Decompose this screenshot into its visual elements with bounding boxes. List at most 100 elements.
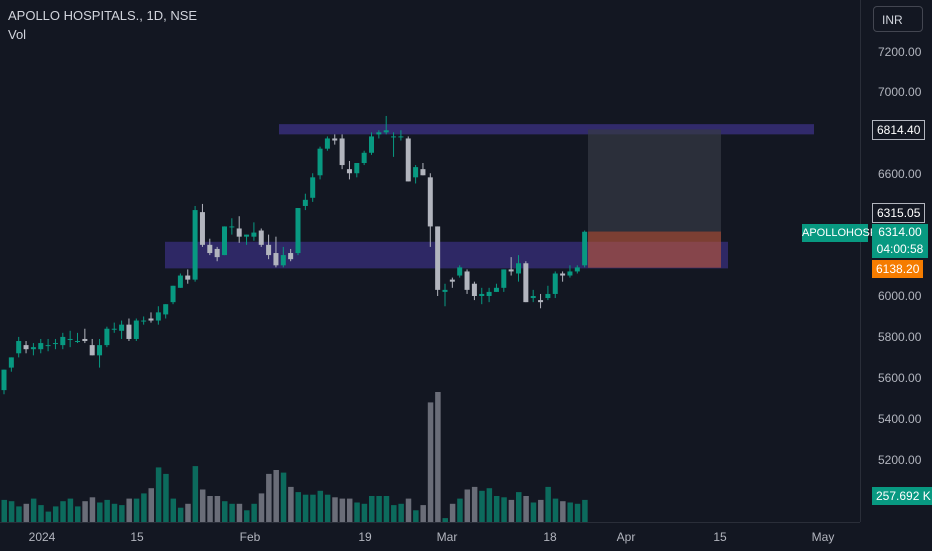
candle-body (170, 285, 176, 303)
volume-bar (545, 486, 551, 522)
volume-bar (508, 499, 515, 522)
candle-body (383, 130, 389, 133)
price-tick: 7000.00 (878, 85, 922, 99)
volume-bar (442, 518, 448, 522)
volume-bar (560, 501, 566, 522)
candle-body (376, 132, 382, 135)
candle-body (310, 177, 316, 198)
time-axis[interactable] (0, 522, 860, 551)
price-tick: 5800.00 (878, 330, 922, 344)
candle-body (493, 287, 499, 292)
volume-bar (523, 496, 529, 522)
stop-zone (588, 231, 721, 268)
price-tick: 5200.00 (878, 453, 922, 467)
price-chart[interactable] (0, 0, 860, 522)
candle-body (530, 296, 536, 299)
candle-body (163, 304, 169, 315)
volume-bar (199, 489, 206, 522)
volume-bar (530, 502, 537, 522)
candle-body (435, 226, 441, 290)
symbol-price-tag[interactable]: APOLLOHOSP (802, 224, 877, 242)
volume-bar (317, 490, 324, 522)
volume-bar (574, 503, 581, 522)
candle-body (214, 248, 220, 258)
candle-body (266, 244, 272, 256)
volume-bar (449, 503, 456, 522)
volume-bar (471, 486, 478, 522)
candle-body (104, 328, 110, 346)
candle-body (288, 253, 294, 260)
price-tick: 5600.00 (878, 371, 922, 385)
last-price: 6314.00 (878, 225, 922, 239)
volume-bar (501, 497, 507, 522)
entry-price-tag: 6315.05 (872, 203, 926, 223)
price-axis[interactable] (860, 0, 932, 522)
volume-bar (464, 489, 471, 522)
volume-bar (332, 497, 338, 522)
volume-bar (346, 498, 353, 522)
candle-body (111, 328, 117, 330)
candle-body (45, 345, 51, 347)
volume-bar (104, 499, 110, 522)
candle-body (207, 244, 213, 254)
candle-body (273, 253, 279, 266)
candle-body (464, 271, 470, 290)
chart-area[interactable]: APOLLO HOSPITALS., 1D, NSE Vol (0, 0, 860, 522)
symbol-legend[interactable]: APOLLO HOSPITALS., 1D, NSE (8, 8, 198, 23)
time-label: May (811, 530, 835, 544)
volume-bar (16, 506, 22, 522)
candle-body (199, 212, 205, 245)
candle-body (8, 357, 14, 368)
volume-bar (222, 501, 228, 522)
volume-bar (310, 494, 316, 522)
candle-body (574, 267, 580, 272)
price-tick: 5400.00 (878, 412, 922, 426)
volume-bar (493, 496, 500, 522)
candle-body (141, 320, 147, 322)
volume-bar (214, 496, 221, 522)
volume-bar (376, 496, 382, 522)
candle-body (82, 338, 88, 342)
volume-bar (552, 498, 559, 522)
volume-bar (405, 498, 412, 522)
volume-bar (427, 402, 434, 522)
volume-bar (582, 499, 588, 522)
candle-body (516, 263, 521, 274)
volume-bar (567, 502, 573, 522)
candle-body (449, 279, 455, 282)
candle-body (251, 232, 257, 237)
candle-body (471, 283, 477, 296)
volume-bar (141, 493, 147, 522)
candle-body (501, 269, 507, 288)
candle-body (552, 273, 558, 294)
volume-bar (126, 498, 132, 522)
last-price-tag: 6314.00 04:00:58 (872, 224, 928, 258)
candle-body (119, 324, 125, 331)
volume-bar (479, 490, 485, 522)
candle-body (427, 177, 433, 227)
volume-bar (97, 502, 103, 522)
volume-bar (538, 499, 544, 522)
volume-bar (163, 473, 169, 522)
price-tick: 6000.00 (878, 289, 922, 303)
volume-bar (302, 494, 309, 522)
target-zone (588, 129, 721, 232)
candle-body (30, 347, 36, 350)
volume-bar (413, 510, 419, 522)
volume-bar (89, 497, 96, 522)
candle-body (302, 199, 308, 206)
candle-body (391, 136, 397, 138)
candle-body (369, 136, 374, 153)
candle-body (16, 341, 22, 354)
volume-bar (192, 466, 199, 522)
volume-bar (119, 505, 125, 522)
candle-body (582, 231, 588, 266)
volume-bar (258, 493, 265, 522)
volume-bar (339, 498, 346, 522)
candle-body (60, 336, 66, 346)
candle-body (97, 345, 103, 356)
volume-bar (185, 503, 191, 522)
candle-body (236, 228, 242, 237)
volume-legend[interactable]: Vol (8, 27, 27, 42)
currency-button[interactable]: INR (873, 6, 923, 32)
